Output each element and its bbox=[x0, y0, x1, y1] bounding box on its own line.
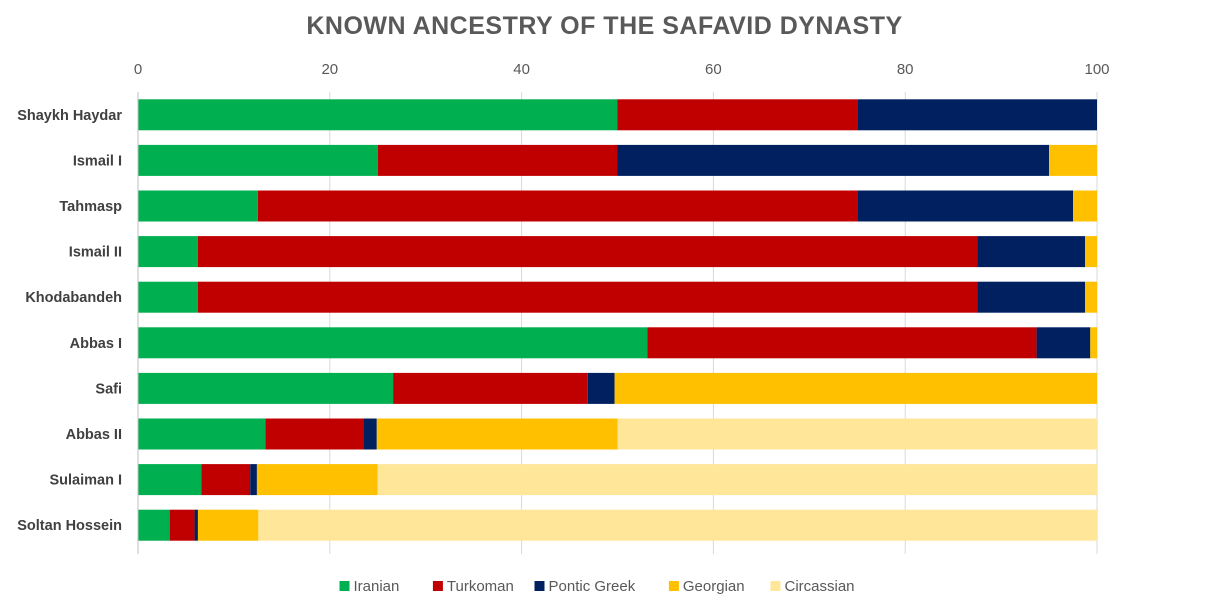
bar-segment bbox=[169, 509, 195, 541]
bar-segment bbox=[257, 190, 858, 222]
category-label: Abbas II bbox=[66, 427, 122, 443]
category-label: Khodabandeh bbox=[25, 290, 122, 306]
legend-label: Turkoman bbox=[447, 578, 514, 595]
bar-segment bbox=[138, 464, 202, 496]
legend-label: Iranian bbox=[354, 578, 400, 595]
bar-segment bbox=[377, 144, 618, 176]
bar-segment bbox=[138, 372, 394, 404]
bar-segment bbox=[258, 509, 1097, 541]
legend-label: Georgian bbox=[683, 578, 745, 595]
bar-segment bbox=[857, 99, 1097, 131]
bar-segment bbox=[617, 144, 1050, 176]
category-label: Ismail II bbox=[69, 245, 122, 261]
x-tick-label: 20 bbox=[321, 61, 338, 78]
x-tick-label: 100 bbox=[1084, 61, 1109, 78]
bar-segment bbox=[256, 464, 378, 496]
bar-segment bbox=[250, 464, 257, 496]
bar-segment bbox=[977, 236, 1086, 268]
bar-segment bbox=[377, 464, 1097, 496]
bar-segment bbox=[1036, 327, 1091, 359]
category-label: Ismail I bbox=[73, 153, 122, 169]
bar-segment bbox=[138, 327, 648, 359]
bar-segment bbox=[201, 464, 251, 496]
bar-segment bbox=[138, 144, 378, 176]
category-label: Safi bbox=[95, 381, 122, 397]
x-tick-label: 40 bbox=[513, 61, 530, 78]
legend-label: Circassian bbox=[785, 578, 855, 595]
x-tick-label: 80 bbox=[897, 61, 914, 78]
bar-segment bbox=[376, 418, 618, 450]
x-tick-label: 0 bbox=[134, 61, 142, 78]
x-tick-label: 60 bbox=[705, 61, 722, 78]
bar-segment bbox=[1090, 327, 1097, 359]
bar-segment bbox=[138, 236, 198, 268]
legend-swatch bbox=[770, 581, 781, 591]
bar-segment bbox=[647, 327, 1037, 359]
category-label: Soltan Hossein bbox=[17, 518, 122, 534]
legend-swatch bbox=[668, 581, 679, 591]
bar-segment bbox=[617, 418, 1097, 450]
bar-segment bbox=[138, 509, 170, 541]
category-label: Shaykh Haydar bbox=[17, 108, 122, 124]
category-label: Sulaiman I bbox=[49, 473, 122, 489]
legend-swatch bbox=[432, 581, 443, 591]
bar-segment bbox=[194, 509, 198, 541]
category-label: Tahmasp bbox=[59, 199, 122, 215]
bar-segment bbox=[617, 99, 858, 131]
bar-segment bbox=[1085, 281, 1097, 313]
legend-label: Pontic Greek bbox=[549, 578, 636, 595]
bar-segment bbox=[265, 418, 364, 450]
chart-title: KNOWN ANCESTRY OF THE SAFAVID DYNASTY bbox=[306, 12, 903, 40]
bar-segment bbox=[1085, 236, 1097, 268]
bar-segment bbox=[587, 372, 615, 404]
bar-segment bbox=[138, 99, 618, 131]
bar-segment bbox=[197, 509, 259, 541]
bar-segment bbox=[614, 372, 1097, 404]
legend-swatch bbox=[339, 581, 350, 591]
bar-segment bbox=[138, 281, 198, 313]
bar-segment bbox=[363, 418, 377, 450]
bar-segment bbox=[1073, 190, 1097, 222]
bar-segment bbox=[197, 281, 978, 313]
bar-segment bbox=[1049, 144, 1097, 176]
bar-segment bbox=[857, 190, 1074, 222]
bar-segment bbox=[138, 418, 266, 450]
bar-segment bbox=[138, 190, 258, 222]
bar-segment bbox=[393, 372, 588, 404]
legend-swatch bbox=[534, 581, 545, 591]
bar-segment bbox=[197, 236, 978, 268]
bar-segment bbox=[977, 281, 1086, 313]
category-label: Abbas I bbox=[70, 336, 122, 352]
